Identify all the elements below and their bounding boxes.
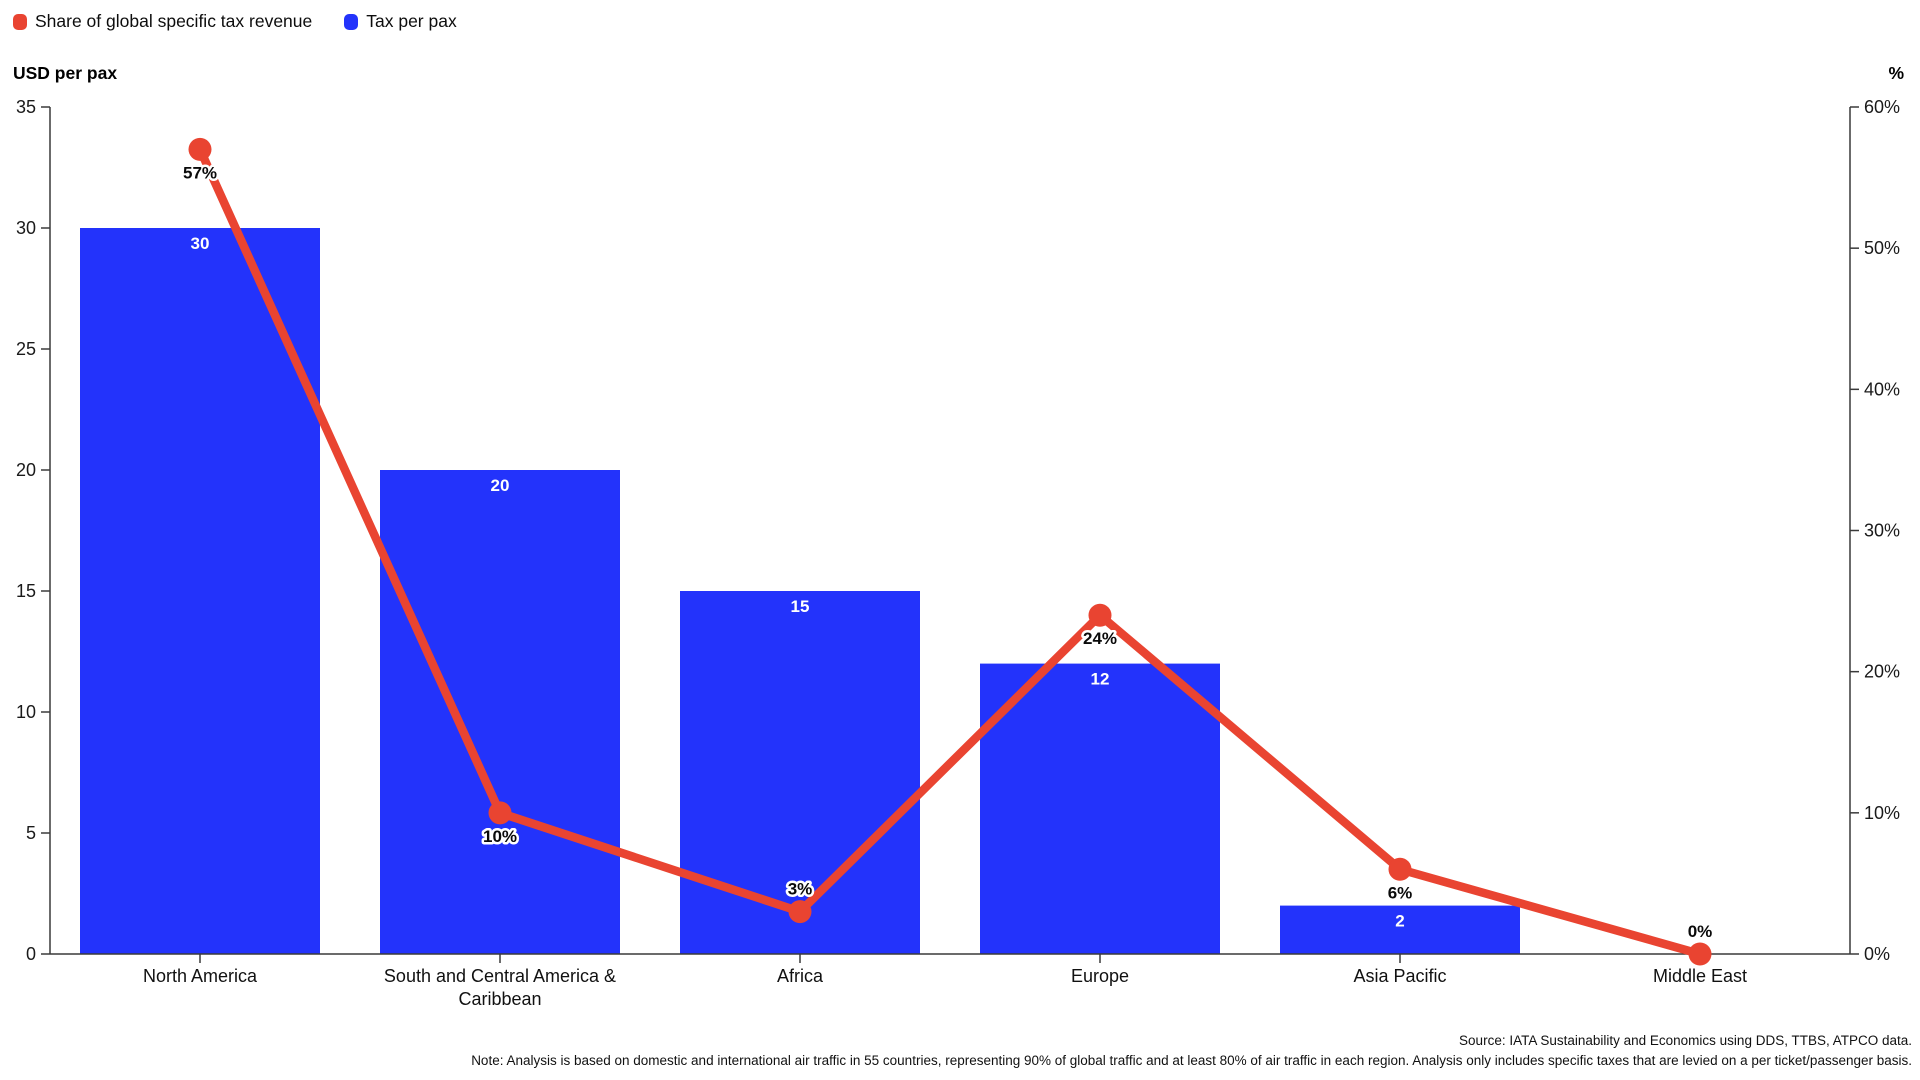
line-point-3	[1088, 603, 1112, 627]
left-tick-label: 20	[16, 460, 36, 480]
category-label: North America	[143, 966, 258, 986]
bar-value-label: 15	[791, 597, 810, 616]
bar-0	[80, 228, 320, 954]
bar-4	[1280, 905, 1520, 954]
line-point-label: 6%	[1388, 883, 1413, 902]
line-point-label: 3%	[788, 880, 813, 899]
left-tick-label: 5	[26, 823, 36, 843]
left-tick-label: 25	[16, 339, 36, 359]
line-point-label: 10%	[483, 827, 517, 846]
legend-item-bar-series: Tax per pax	[344, 11, 457, 32]
chart-footer: Source: IATA Sustainability and Economic…	[471, 1031, 1912, 1070]
legend-marker-blue-icon	[344, 13, 359, 30]
bar-value-label: 12	[1091, 670, 1110, 689]
category-label: Middle East	[1653, 966, 1747, 986]
right-tick-label: 20%	[1864, 662, 1900, 682]
source-text: Source: IATA Sustainability and Economic…	[1459, 1033, 1912, 1048]
right-axis-title: %	[1888, 63, 1904, 83]
legend-item-line-series: Share of global specific tax revenue	[13, 11, 312, 32]
line-point-0	[188, 137, 212, 161]
left-axis-title: USD per pax	[13, 63, 118, 83]
category-label: Asia Pacific	[1353, 966, 1446, 986]
line-point-label: 57%	[183, 163, 217, 182]
share-line	[195, 145, 1705, 959]
legend: Share of global specific tax revenue Tax…	[13, 11, 457, 32]
category-label: Africa	[777, 966, 824, 986]
category-label: Europe	[1071, 966, 1129, 986]
line-point-4	[1388, 857, 1412, 881]
line-point-label: 24%	[1083, 629, 1117, 648]
category-label: South and Central America & Caribbean	[384, 966, 616, 1009]
bar-value-label: 20	[491, 476, 510, 495]
left-tick-label: 15	[16, 581, 36, 601]
left-tick-label: 0	[26, 944, 36, 964]
bar-2	[680, 591, 920, 954]
line-point-5	[1688, 942, 1712, 966]
bar-value-label: 2	[1395, 912, 1404, 931]
line-point-2	[788, 900, 812, 924]
right-tick-label: 60%	[1864, 97, 1900, 117]
note-text: Note: Analysis is based on domestic and …	[471, 1052, 1912, 1068]
legend-label: Tax per pax	[366, 11, 457, 31]
right-tick-label: 30%	[1864, 521, 1900, 541]
bar-value-label: 30	[191, 234, 210, 253]
line-point-1	[488, 801, 512, 825]
right-tick-label: 10%	[1864, 803, 1900, 823]
bar-3	[980, 663, 1220, 954]
left-tick-label: 35	[16, 97, 36, 117]
legend-label: Share of global specific tax revenue	[35, 11, 313, 31]
right-tick-label: 0%	[1864, 944, 1890, 964]
left-tick-label: 30	[16, 218, 36, 238]
left-tick-label: 10	[16, 702, 36, 722]
bar-1	[380, 470, 620, 954]
line-point-label: 0%	[1688, 922, 1713, 941]
legend-marker-red-icon	[13, 13, 27, 30]
right-tick-label: 40%	[1864, 379, 1900, 399]
right-tick-label: 50%	[1864, 238, 1900, 258]
